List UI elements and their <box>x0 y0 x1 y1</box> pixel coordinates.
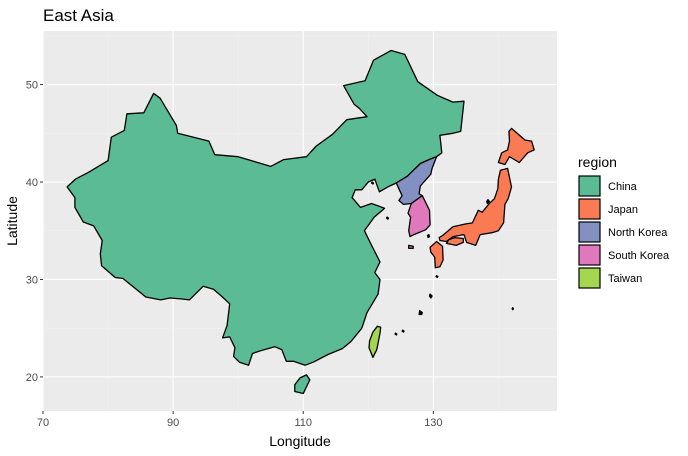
x-tick-label: 110 <box>294 417 312 429</box>
legend-label: Taiwan <box>608 273 642 285</box>
country-taiwan <box>368 325 382 359</box>
country-japan <box>497 127 535 166</box>
islet <box>428 293 433 299</box>
islet <box>435 274 439 279</box>
islet <box>418 309 423 316</box>
legend-swatch <box>578 175 601 197</box>
legend-label: China <box>608 181 638 193</box>
y-tick-label: 30 <box>26 274 38 286</box>
legend-swatch <box>578 267 601 289</box>
islet <box>511 307 515 311</box>
chart-title: East Asia <box>43 6 114 25</box>
country-polygons <box>66 49 535 395</box>
x-tick-label: 70 <box>37 417 49 429</box>
country-south-korea <box>408 244 414 249</box>
legend-swatch <box>578 221 601 243</box>
axis-ticks: 70 90 110 130 20 30 40 50 <box>26 80 443 429</box>
y-tick-label: 40 <box>26 177 38 189</box>
legend-swatch <box>578 198 601 220</box>
islet <box>426 233 431 239</box>
country-japan <box>429 240 444 269</box>
legend-swatch <box>578 244 601 266</box>
country-japan <box>445 236 464 247</box>
legend-label: South Korea <box>608 250 670 262</box>
y-axis-title: Latitude <box>4 196 20 246</box>
legend: region China Japan North Korea South Korea T… <box>578 154 670 289</box>
legend-label: North Korea <box>608 227 668 239</box>
country-china <box>294 374 311 395</box>
country-north-korea <box>395 156 438 206</box>
islet <box>385 216 390 220</box>
legend-label: Japan <box>608 204 638 216</box>
y-tick-label: 20 <box>26 372 38 384</box>
x-tick-label: 130 <box>424 417 442 429</box>
islet <box>370 181 375 185</box>
islet <box>401 329 405 333</box>
islet <box>394 332 398 336</box>
legend-title: region <box>578 154 617 170</box>
x-tick-label: 90 <box>167 417 179 429</box>
country-china <box>66 49 465 366</box>
country-south-korea <box>407 195 431 238</box>
country-japan <box>438 167 513 247</box>
y-tick-label: 50 <box>26 80 38 92</box>
islet <box>486 198 490 205</box>
x-axis-title: Longitude <box>269 433 331 449</box>
